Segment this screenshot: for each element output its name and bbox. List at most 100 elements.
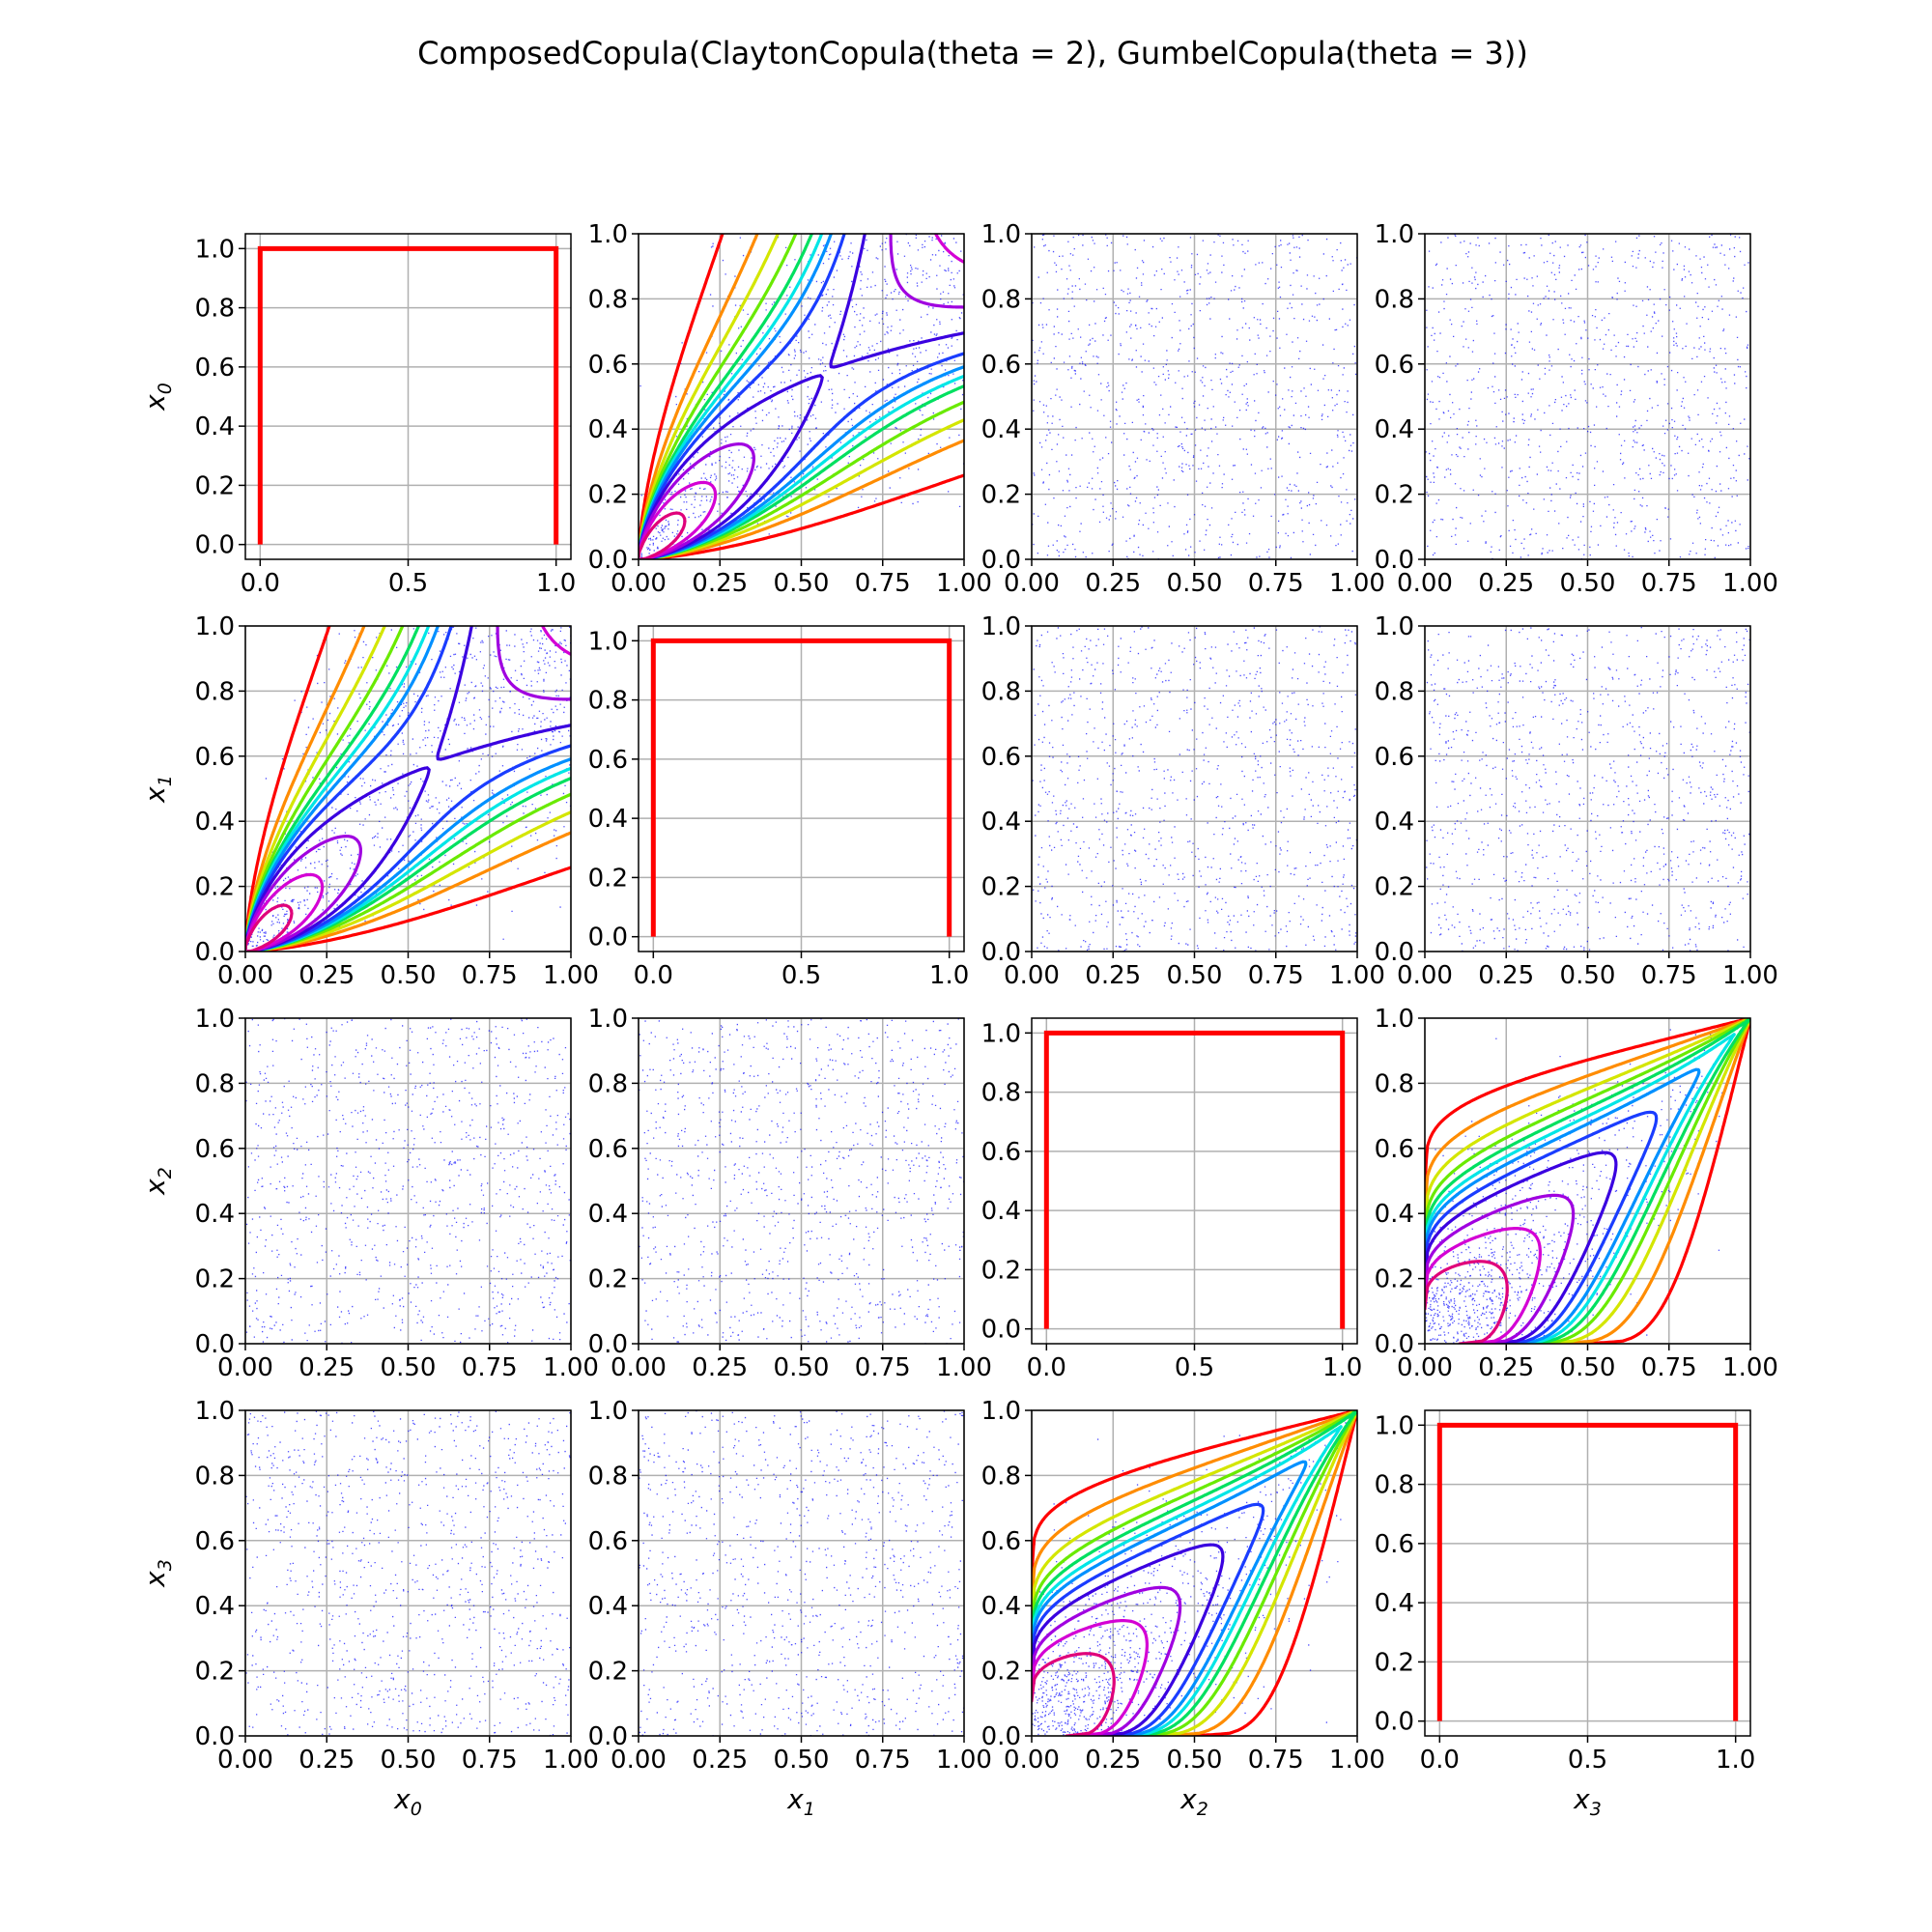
x-tick-label: 1.00 [543,1746,599,1775]
x-tick-label: 0.75 [1248,961,1304,990]
y-tick-label: 1.0 [981,1019,1021,1048]
x-tick-label: 1.00 [936,569,992,598]
density-contour [1032,1460,1308,1736]
cell-r1-c2: 0.00 0.25 0.50 0.75 1.00 0.0 0.2 0.4 0.6 0.8 1.0 [981,612,1385,990]
x-tick-label: 1.00 [1329,961,1385,990]
y-tick-label: 0.2 [195,471,235,500]
y-tick-label: 0.6 [981,351,1021,380]
y-tick-label: 0.8 [981,677,1021,706]
y-tick-label: 0.0 [981,1722,1021,1751]
y-tick-label: 0.2 [588,481,628,510]
y-tick-label: 0.6 [1375,351,1414,380]
y-tick-label: 0.0 [1375,1330,1414,1359]
y-tick-label: 0.6 [195,1135,235,1164]
y-tick-label: 0.8 [195,1462,235,1491]
sample-points [1425,234,1750,559]
x-tick-label: 0.5 [388,569,428,598]
x-tick-label: 1.0 [1322,1353,1362,1382]
density-contour [1425,1067,1701,1344]
y-tick-label: 0.0 [1375,546,1414,575]
y-tick-label: 0.8 [1375,1471,1414,1500]
sample-points [1032,626,1357,952]
density-contour [245,626,571,952]
y-tick-label: 0.4 [1375,1200,1414,1229]
plot-frame [1424,1409,1751,1737]
y-tick-label: 0.6 [1375,1530,1414,1559]
x-tick-label: 0.0 [1420,1746,1460,1775]
plot-frame [638,233,965,560]
cell-r0-c3: 0.00 0.25 0.50 0.75 1.00 0.0 0.2 0.4 0.6 0.8 1.0 [1375,220,1778,598]
plot-frame [244,1409,572,1737]
y-tick-label: 0.2 [195,1658,235,1687]
y-tick-label: 0.6 [195,1527,235,1556]
x-tick-label: 0.75 [855,1353,911,1382]
x-tick-label: 0.25 [298,1746,355,1775]
y-axis-label-0: x0 [139,383,176,412]
y-tick-label: 0.6 [195,743,235,772]
x-tick-label: 0.25 [692,569,748,598]
y-tick-label: 0.8 [588,1462,628,1491]
y-tick-label: 0.8 [195,1069,235,1098]
x-tick-label: 0.25 [1478,961,1534,990]
y-tick-label: 0.0 [195,531,235,560]
x-tick-label: 1.00 [936,1746,992,1775]
pairplot-grid: 0.0 0.5 1.0 0.0 0.2 0.4 0.6 0.8 1.0 0.00 0.25 0.50 0… [139,220,1778,1820]
cell-r0-c2: 0.00 0.25 0.50 0.75 1.00 0.0 0.2 0.4 0.6 0.8 1.0 [981,220,1385,598]
y-tick-label: 0.6 [1375,1135,1414,1164]
x-tick-label: 0.50 [774,1746,830,1775]
y-tick-label: 0.8 [195,295,235,324]
y-tick-label: 0.4 [588,415,628,444]
y-tick-label: 0.2 [981,481,1021,510]
y-tick-label: 0.4 [588,1200,628,1229]
y-tick-label: 1.0 [588,220,628,249]
plot-content [1436,1422,1739,1721]
x-tick-label: 0.75 [1248,1746,1304,1775]
y-tick-label: 0.8 [195,677,235,706]
plot-frame [1424,233,1751,560]
x-tick-label: 0.25 [1085,1746,1141,1775]
y-tick-label: 1.0 [195,1005,235,1034]
y-tick-label: 0.4 [1375,415,1414,444]
y-tick-label: 0.8 [1375,285,1414,314]
plot-content [639,1410,964,1736]
plot-content [257,245,559,545]
y-tick-label: 0.0 [588,923,628,952]
y-tick-label: 0.4 [981,808,1021,837]
x-tick-label: 0.25 [692,1746,748,1775]
y-tick-label: 0.2 [981,1658,1021,1687]
y-tick-label: 0.2 [588,1265,628,1294]
y-tick-label: 0.8 [1375,677,1414,706]
x-tick-label: 1.00 [1722,961,1778,990]
x-axis-label-0: x0 [393,1783,422,1820]
y-tick-label: 0.8 [588,285,628,314]
y-tick-label: 0.0 [588,546,628,575]
y-tick-label: 0.4 [981,1197,1021,1226]
x-tick-label: 0.50 [1167,961,1223,990]
plot-frame [1424,1017,1751,1345]
x-tick-label: 0.50 [381,961,437,990]
y-tick-label: 0.2 [1375,481,1414,510]
plot-frame [1031,625,1358,952]
y-axis-label-3: x3 [139,1559,176,1588]
figure-title: ComposedCopula(ClaytonCopula(theta = 2),… [417,35,1528,71]
cell-r2-c1: 0.00 0.25 0.50 0.75 1.00 0.0 0.2 0.4 0.6 0.8 1.0 [588,1005,992,1382]
cell-r0-c0: 0.0 0.5 1.0 0.0 0.2 0.4 0.6 0.8 1.0 [195,233,576,598]
x-tick-label: 0.5 [1568,1746,1607,1775]
y-tick-label: 1.0 [588,1397,628,1426]
y-tick-label: 0.2 [588,1658,628,1687]
x-axis-label-2: x2 [1179,1783,1208,1820]
density-contour [245,626,571,952]
density-contour [1425,1033,1736,1344]
y-tick-label: 0.4 [1375,808,1414,837]
density-contour [1425,1018,1750,1344]
plot-content [1032,234,1357,559]
density-contour [1032,1619,1149,1736]
density-contour [639,234,964,559]
x-tick-label: 0.00 [1004,569,1060,598]
x-tick-label: 0.00 [217,1353,273,1382]
sample-points [1032,234,1357,559]
plot-content [639,234,964,559]
y-tick-label: 0.6 [981,1527,1021,1556]
x-tick-label: 0.5 [1175,1353,1214,1382]
